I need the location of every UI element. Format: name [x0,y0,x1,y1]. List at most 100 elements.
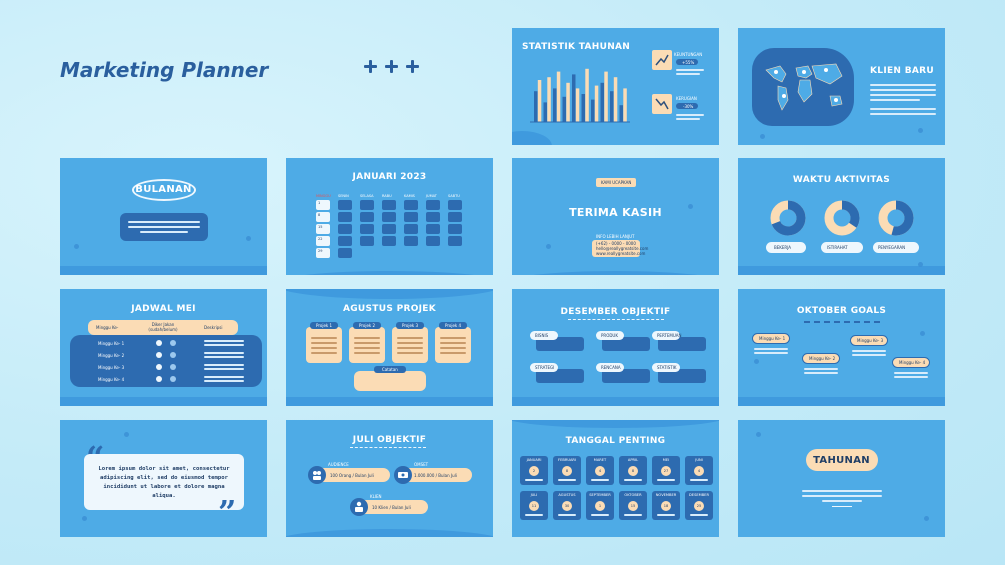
calendar-cell[interactable]: 1 [316,200,330,210]
calendar-cell[interactable] [426,200,440,210]
date-card[interactable]: AGUSTUS 30 [553,491,581,520]
calendar-cell[interactable] [448,200,462,210]
cross-icon[interactable] [170,364,176,370]
calendar-cell[interactable] [404,236,418,246]
row-label: Minggu Ke- 2 [98,353,125,358]
bar [556,71,561,122]
day-number: 8 [565,469,569,473]
slide-jadwal-mei[interactable]: JADWAL MEI Minggu Ke- Diker Jakan (sudah… [60,289,267,406]
project-card[interactable] [349,327,385,363]
calendar-cell[interactable] [448,236,462,246]
slide-statistik-tahunan[interactable]: STATISTIK TAHUNAN KEUNTUNGAN +55% KERUGI… [512,28,719,145]
calendar-cell[interactable]: 22 [316,236,330,246]
calendar-cell[interactable] [360,224,374,234]
email-text: hello@reallygreatsite.com [596,246,649,251]
slide-januari-2023[interactable]: JANUARI 2023 MINGGU SENIN SELASA RABU KAMIS J… [286,158,493,275]
slide-waktu-aktivitas[interactable]: WAKTU AKTIVITAS BEKERJA ISTIRAHAT PENYEG… [738,158,945,275]
calendar-cell[interactable] [338,212,352,222]
objective-pill[interactable]: PRODUK [596,331,624,340]
calendar-cell[interactable] [448,224,462,234]
calendar-cell[interactable] [360,200,374,210]
project-card[interactable] [435,327,471,363]
slide-title: TERIMA KASIH [569,206,662,219]
check-icon[interactable] [156,352,162,358]
weekday-label: JUMAT [426,194,437,198]
calendar-cell[interactable] [404,224,418,234]
month-name: JANUARI [526,458,542,462]
date-card[interactable]: JUNI 4 [685,456,713,485]
calendar-cell[interactable] [404,212,418,222]
slide-klien-baru[interactable]: KLIEN BARU [738,28,945,145]
slide-juli-objektif[interactable]: JULI OBJEKTIF AUDIENCE 100 Orang / Bulan… [286,420,493,537]
date-card[interactable]: JULI 11 [520,491,548,520]
goal-pill[interactable]: Minggu Ke- 2 [802,353,840,364]
date-card[interactable]: SEPTEMBER 1 [586,491,614,520]
cross-icon[interactable] [170,352,176,358]
slide-bulanan[interactable]: BULANAN [60,158,267,275]
bar [581,94,585,122]
calendar-cell[interactable] [338,248,352,258]
goal-pill[interactable]: Minggu Ke- 3 [850,335,888,346]
money-icon [394,466,412,484]
calendar-cell[interactable] [382,236,396,246]
calendar-cell[interactable] [426,236,440,246]
objective-pill[interactable]: STRATEGI [530,363,558,372]
audience-label: AUDIENCE [328,462,349,467]
day-circle: 30 [562,501,572,511]
date-card[interactable]: DESEMBER 25 [685,491,713,520]
calendar-cell[interactable] [360,212,374,222]
slide-agustus-projek[interactable]: AGUSTUS PROJEK Catatan Projek 1 Projek 2 P… [286,289,493,406]
divider [804,321,880,323]
donut-chart-istirahat [824,200,860,236]
text-line [804,372,838,374]
objective-box [602,369,650,383]
date-card[interactable]: JANUARI 2 [520,456,548,485]
date-card[interactable]: APRIL 8 [619,456,647,485]
goal-pill[interactable]: Minggu Ke- 1 [752,333,790,344]
check-icon[interactable] [156,376,162,382]
slide-quote[interactable]: “ Lorem ipsum dolor sit amet, consectetu… [60,420,267,537]
slide-terima-kasih[interactable]: KAMI UCAPKAN TERIMA KASIH INFO LEBIH LAN… [512,158,719,275]
calendar-cell[interactable] [338,236,352,246]
objective-pill[interactable]: STATISTIK [652,363,680,372]
slide-title: TANGGAL PENTING [565,436,666,446]
calendar-cell[interactable] [426,224,440,234]
project-card[interactable] [306,327,342,363]
check-icon[interactable] [156,364,162,370]
text-line [676,118,700,120]
objective-pill[interactable]: BISNIS [530,331,558,340]
calendar-cell[interactable] [426,212,440,222]
calendar-cell[interactable] [360,236,374,246]
calendar-day-number: 8 [318,213,321,217]
project-label: Projek 3 [396,322,424,329]
calendar-cell[interactable]: 29 [316,248,330,258]
goal-pill[interactable]: Minggu Ke- 4 [892,357,930,368]
cross-icon[interactable] [170,376,176,382]
project-card[interactable] [392,327,428,363]
calendar-cell[interactable] [338,200,352,210]
slide-oktober-goals[interactable]: OKTOBER GOALS Minggu Ke- 1 Minggu Ke- 3 Mi… [738,289,945,406]
text-line [204,340,244,342]
calendar-cell[interactable] [338,224,352,234]
cross-icon[interactable] [170,340,176,346]
slide-tanggal-penting[interactable]: TANGGAL PENTING JANUARI 2 FEBRUARI 8 MARET 4 A… [512,420,719,537]
date-card[interactable]: NOVEMBER 18 [652,491,680,520]
page-title: Marketing Planner [60,58,269,82]
calendar-cell[interactable] [404,200,418,210]
calendar-cell[interactable] [382,224,396,234]
objective-pill[interactable]: PERTEMUAN [652,331,682,340]
slide-tahunan[interactable]: TAHUNAN [738,420,945,537]
date-card[interactable]: FEBRUARI 8 [553,456,581,485]
date-card[interactable]: OKTOBER 15 [619,491,647,520]
slide-desember-objektif[interactable]: DESEMBER OBJEKTIF BISNIS PRODUK PERTEMUAN S… [512,289,719,406]
date-card[interactable]: MEI 27 [652,456,680,485]
calendar-cell[interactable] [382,212,396,222]
calendar-cell[interactable] [382,200,396,210]
calendar-cell[interactable] [448,212,462,222]
calendar-cell[interactable]: 8 [316,212,330,222]
decorative-plus-icons [364,60,419,73]
date-card[interactable]: MARET 4 [586,456,614,485]
check-icon[interactable] [156,340,162,346]
objective-pill[interactable]: RENCANA [596,363,624,372]
calendar-cell[interactable]: 15 [316,224,330,234]
